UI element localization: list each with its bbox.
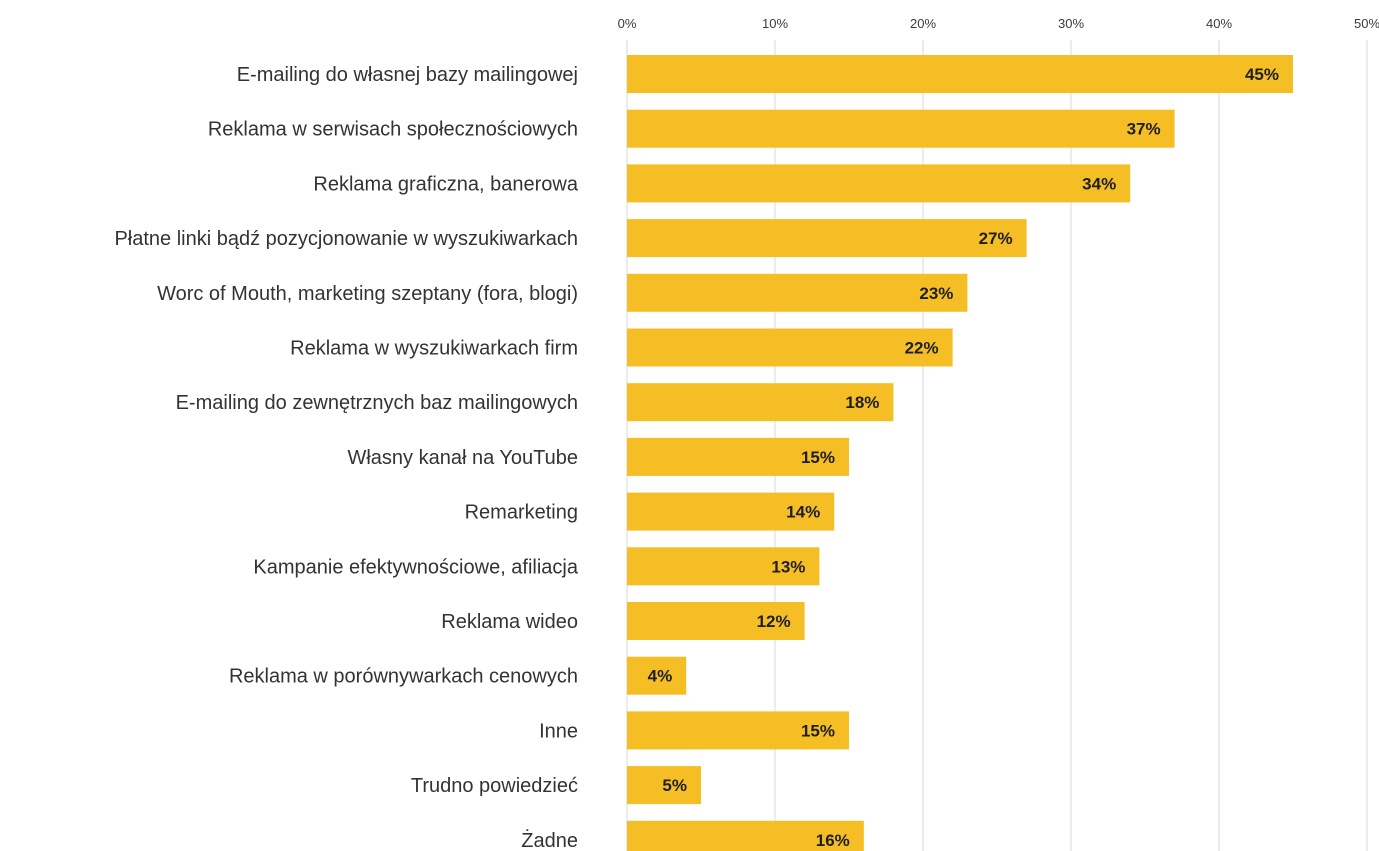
x-tick-label: 10% [762,16,788,31]
category-label: Płatne linki bądź pozycjonowanie w wyszu… [114,228,578,250]
data-label: 13% [771,557,805,576]
category-label: Inne [539,720,578,742]
data-label: 45% [1245,65,1279,84]
data-label: 37% [1127,120,1161,139]
bar [627,711,849,750]
category-label: Reklama w serwisach społecznościowych [208,119,578,141]
data-label: 5% [662,776,687,795]
data-label: 16% [816,831,850,850]
bars [627,55,1293,851]
bar [627,602,805,640]
bar [627,766,701,805]
bar [627,492,835,531]
data-label: 23% [919,284,953,303]
x-tick-label: 20% [910,16,936,31]
bar [627,164,1131,203]
data-label: 4% [648,667,673,686]
bar [627,55,1293,93]
category-label: Kampanie efektywnościowe, afiliacja [253,556,578,578]
x-tick-label: 0% [618,16,637,31]
category-label: Remarketing [465,502,578,524]
bar [627,383,894,422]
data-label: 22% [905,339,939,358]
x-tick-label: 40% [1206,16,1232,31]
bar [627,437,849,476]
value-labels: 45% 37% 34% 27% 23% 22% 18% 15% 14% 13% 12% 4% 15% 5%… [648,65,1279,850]
category-label: Reklama graficzna, banerowa [313,173,578,195]
data-label: 12% [757,612,791,631]
data-label: 34% [1082,174,1116,193]
bar [627,109,1175,148]
x-tick-label: 30% [1058,16,1084,31]
data-label: 18% [845,393,879,412]
data-label: 15% [801,721,835,740]
category-label: Żadne [521,829,578,851]
bar [627,820,864,851]
x-axis-ticks: 0% 10% 20% 30% 40% 50% [618,16,1379,31]
data-label: 27% [979,229,1013,248]
bar [627,219,1027,258]
category-label: Trudno powiedzieć [411,775,578,797]
data-label: 14% [786,503,820,522]
bar [627,656,687,695]
category-label: Reklama w wyszukiwarkach firm [290,338,578,360]
data-label: 15% [801,448,835,467]
bar [627,547,820,586]
category-label: Reklama w porównywarkach cenowych [229,666,578,688]
bar [627,273,968,312]
category-label: Reklama wideo [441,611,578,633]
bar [627,328,953,367]
category-label: Worc of Mouth, marketing szeptany (fora,… [157,283,578,305]
category-label: E-mailing do własnej bazy mailingowej [237,64,578,86]
category-label: Własny kanał na YouTube [347,447,578,469]
x-tick-label: 50% [1354,16,1379,31]
category-label: E-mailing do zewnętrznych baz mailingowy… [176,392,578,414]
category-labels: E-mailing do własnej bazy mailingowej Rek… [114,64,578,851]
